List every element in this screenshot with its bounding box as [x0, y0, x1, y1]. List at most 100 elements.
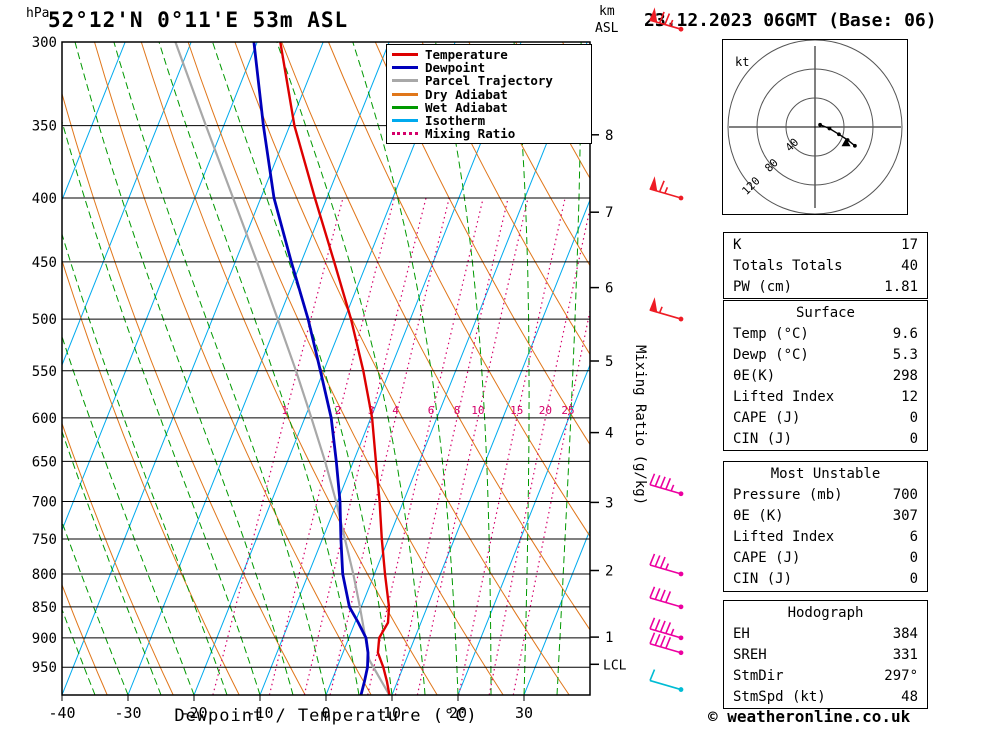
stat-label: CAPE (J) [733, 410, 801, 426]
km-tick-label: 2 [605, 564, 613, 580]
pressure-tick-label: 850 [32, 600, 57, 616]
stat-label: CIN (J) [733, 571, 793, 587]
temperature-tick-label: -30 [114, 704, 141, 722]
stat-label: Dewp (°C) [733, 347, 809, 363]
pressure-tick-label: 300 [32, 35, 57, 51]
storm-motion-marker [841, 138, 851, 147]
stat-row: CAPE (J) 0 [724, 548, 927, 569]
hodograph-trace-point [837, 132, 841, 137]
stat-row: CAPE (J) 0 [724, 408, 927, 429]
temperature-tick-label: 0 [321, 704, 330, 722]
stats-panel-title: Hodograph [787, 605, 864, 621]
stat-label: Lifted Index [733, 529, 835, 545]
stat-value: 298 [892, 368, 918, 384]
svg-text:10: 10 [471, 404, 484, 417]
stats-panel: Hodograph EH 384 SREH 331 StmDir 297° StmSpd (k… [723, 600, 928, 709]
stat-value: 307 [892, 508, 918, 524]
legend-item: Dry Adiabat [392, 87, 586, 102]
wind-barb [649, 586, 684, 610]
stat-value: 384 [892, 626, 918, 642]
temperature-tick-label: -40 [48, 704, 75, 722]
stat-label: EH [733, 626, 750, 642]
pressure-tick-label: 550 [32, 364, 57, 380]
pressure-tick-label: 900 [32, 631, 57, 647]
stat-row: EH 384 [724, 624, 927, 645]
dewpoint-curve [252, 42, 370, 695]
stat-value: 297° [884, 668, 918, 684]
stat-row: θE (K) 307 [724, 506, 927, 527]
temperature-tick-label: 30 [515, 704, 533, 722]
legend-item: Parcel Trajectory [392, 73, 586, 88]
datetime-title: 23.12.2023 06GMT (Base: 06) [644, 10, 937, 31]
stat-label: Pressure (mb) [733, 487, 843, 503]
pressure-tick-label: 400 [32, 191, 57, 207]
legend-label: Mixing Ratio [425, 126, 516, 142]
stat-label: Temp (°C) [733, 326, 809, 342]
km-tick-label: 7 [605, 205, 613, 221]
legend-item: Dewpoint [392, 60, 586, 75]
stat-row: Totals Totals 40 [724, 256, 927, 277]
wind-barb [649, 617, 684, 641]
stat-row: CIN (J) 0 [724, 569, 927, 590]
legend: Temperature Dewpoint Parcel Trajectory Dry … [386, 44, 592, 145]
stat-value: 17 [901, 237, 918, 253]
legend-item: Wet Adiabat [392, 99, 586, 115]
legend-line-sample [392, 132, 418, 136]
legend-label: Wet Adiabat [425, 99, 508, 115]
stat-row: Dewp (°C) 5.3 [724, 345, 927, 366]
stat-value: 331 [892, 647, 918, 663]
wind-barb [649, 553, 684, 577]
pressure-tick-label: 500 [32, 312, 57, 328]
legend-line-sample [392, 53, 418, 57]
x-axis-label: Dewpoint / Temperature (°C) [174, 706, 478, 726]
hodograph-trace-point [853, 143, 857, 148]
legend-line-sample [392, 119, 418, 123]
legend-item: Isotherm [392, 113, 586, 128]
stat-value: 700 [892, 487, 918, 503]
stat-label: StmDir [733, 668, 784, 684]
pressure-tick-label: 650 [32, 454, 57, 470]
stat-value: 9.6 [892, 326, 918, 342]
stats-panel: Surface Temp (°C) 9.6 Dewp (°C) 5.3 θE(K) 298 L… [723, 300, 928, 451]
temperature-tick-label: -10 [246, 704, 273, 722]
stat-row: K 17 [724, 235, 927, 256]
stat-label: StmSpd (kt) [733, 689, 826, 705]
stat-label: θE(K) [733, 368, 776, 384]
pressure-tick-label: 600 [32, 411, 57, 427]
km-tick-label: 3 [605, 495, 613, 511]
station-title: 52°12'N 0°11'E 53m ASL [48, 8, 349, 32]
pressure-tick-label: 350 [32, 119, 57, 135]
stat-row: θE(K) 298 [724, 366, 927, 387]
mixing-ratio-axis-label: Mixing Ratio (g/kg) [632, 345, 648, 505]
stat-row: StmSpd (kt) 48 [724, 687, 927, 708]
hodograph-ring [785, 97, 845, 157]
temperature-tick-label: -20 [180, 704, 207, 722]
mixing-ratio-labels: 1 2 3 4 6 8 10 15 20 25 [281, 404, 574, 417]
stat-label: θE (K) [733, 508, 784, 524]
stat-row: CIN (J) 0 [724, 429, 927, 450]
stat-value: 0 [909, 571, 918, 587]
altitude-unit-asl-label: ASL [595, 21, 619, 36]
pressure-tick-label: 950 [32, 660, 57, 676]
temperature-tick-labels: -40 -30 -20 -10 0 10 20 30 [48, 695, 533, 722]
stat-label: PW (cm) [733, 279, 793, 295]
svg-text:2: 2 [335, 404, 342, 417]
stat-row: Lifted Index 6 [724, 527, 927, 548]
hodograph-ring [756, 68, 874, 186]
wind-barb [649, 297, 684, 322]
stat-row: StmDir 297° [724, 666, 927, 687]
wind-barb [649, 632, 684, 656]
hodograph-trace-point [818, 122, 822, 127]
stat-label: K [733, 237, 742, 253]
temperature-tick-label: 20 [449, 704, 467, 722]
stat-value: 0 [909, 550, 918, 566]
svg-text:6: 6 [428, 404, 435, 417]
lcl-label: LCL [603, 658, 627, 673]
km-tick-label: 5 [605, 354, 613, 370]
hodograph-unit-label: kt [735, 55, 749, 69]
stat-value: 12 [901, 389, 918, 405]
stat-value: 0 [909, 410, 918, 426]
hodograph-trace-point [827, 126, 832, 131]
